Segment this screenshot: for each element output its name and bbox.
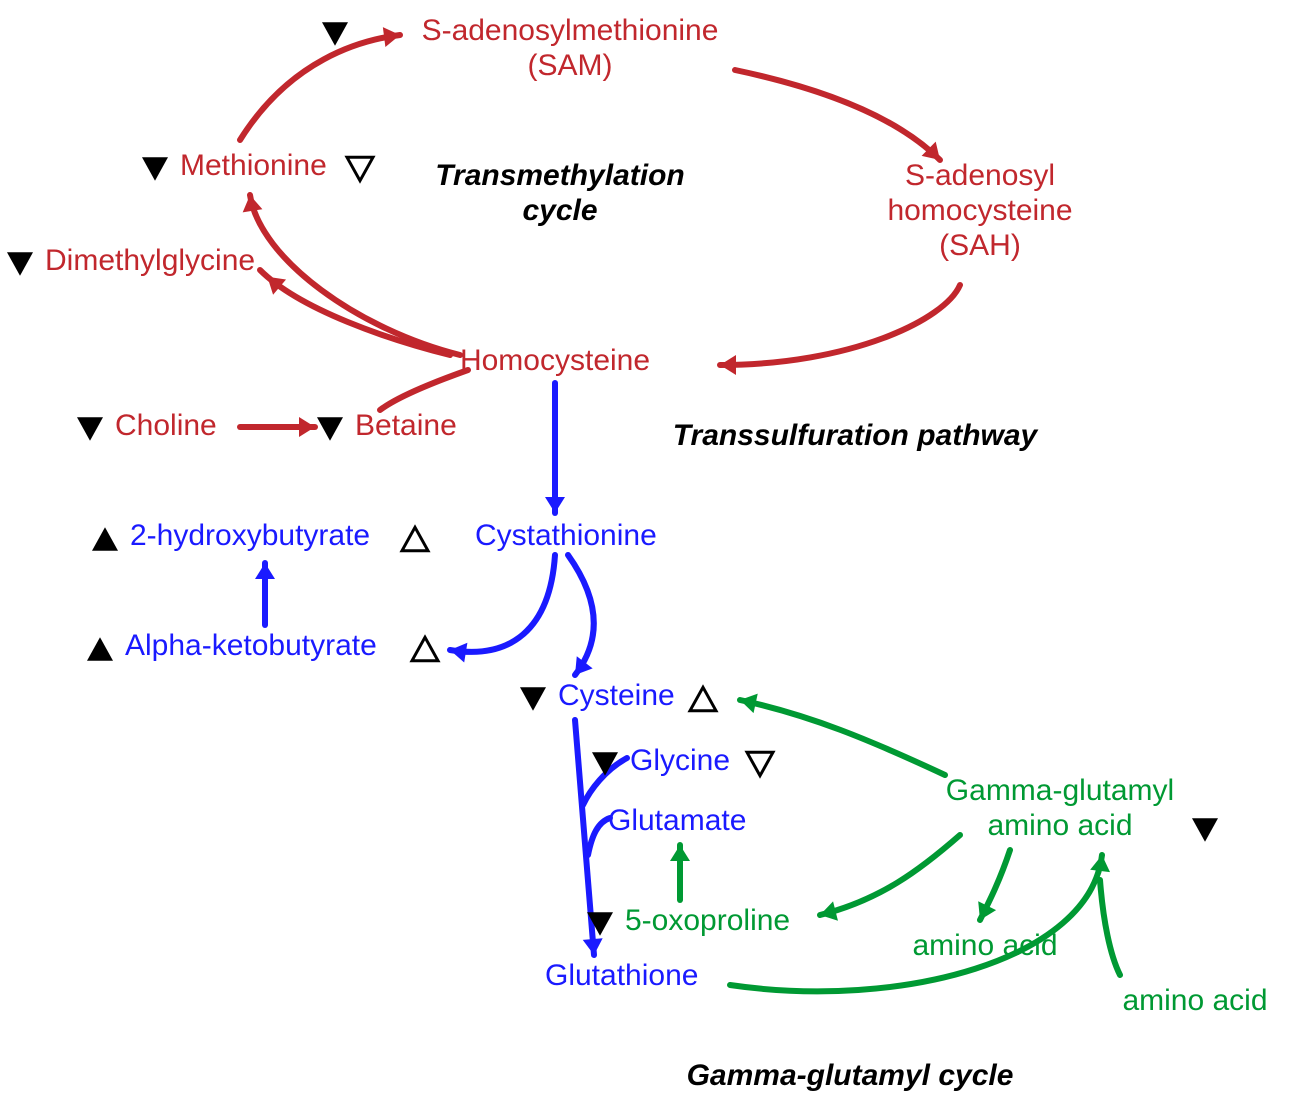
arrow-cyst-cys (568, 555, 594, 675)
pathway-label-transsulfuration: Transsulfuration pathway (673, 419, 1039, 452)
node-aa1: amino acid (912, 929, 1057, 962)
node-aa2: amino acid (1122, 984, 1267, 1017)
down-triangle-icon (1192, 818, 1218, 841)
pathway-label-transmethylation: Transmethylationcycle (435, 159, 685, 227)
node-methionine: Methionine (142, 149, 373, 182)
arrow-akb-hb (255, 563, 275, 625)
node-label: Cystathionine (475, 519, 657, 552)
node-label: 5-oxoproline (625, 904, 790, 937)
node-label: Cysteine (558, 679, 675, 712)
arrow-sam-sah (735, 70, 940, 160)
node-label: Choline (115, 409, 217, 442)
node-sam: S-adenosylmethionine(SAM) (322, 14, 718, 82)
node-label: Dimethylglycine (45, 244, 255, 277)
node-gg-aa: Gamma-glutamylamino acid (946, 774, 1218, 842)
down-triangle-icon (520, 687, 546, 710)
node-label: Glycine (630, 744, 730, 777)
arrow-aa2-join (1100, 880, 1120, 975)
arrow-ggaa-aa1 (978, 850, 1010, 920)
node-label: amino acid (912, 929, 1057, 962)
node-label: S-adenosylmethionine(SAM) (422, 14, 719, 82)
node-hb: 2-hydroxybutyrate (92, 519, 428, 552)
node-sah: S-adenosylhomocysteine(SAH) (887, 159, 1072, 262)
node-label: Homocysteine (460, 344, 650, 377)
down-triangle-icon (77, 417, 103, 440)
node-homocysteine: Homocysteine (460, 344, 650, 377)
arrow-oxo-glu (670, 845, 690, 900)
down-triangle-icon (142, 157, 168, 180)
up-triangle-icon (92, 527, 118, 550)
node-cystathionine: Cystathionine (475, 519, 657, 552)
arrow-glu-join (588, 818, 610, 855)
pathway-diagram: S-adenosylmethionine(SAM) S-adenosylhomoc… (0, 0, 1300, 1111)
arrow-met-sam (240, 27, 400, 140)
node-betaine: Betaine (317, 409, 457, 442)
node-label: 2-hydroxybutyrate (130, 519, 370, 552)
arrow-hcy-met-b (243, 195, 460, 355)
node-label: Methionine (180, 149, 327, 182)
down-triangle-icon (7, 252, 33, 275)
node-label: Alpha-ketobutyrate (125, 629, 377, 662)
node-label: amino acid (1122, 984, 1267, 1017)
arrow-hcy-cyst (545, 383, 565, 513)
node-akb: Alpha-ketobutyrate (87, 629, 438, 662)
node-cysteine: Cysteine (520, 679, 716, 712)
node-label: Glutathione (545, 959, 698, 992)
up-triangle-icon (402, 527, 428, 550)
pathway-label-gamma-glutamyl: Gamma-glutamyl cycle (687, 1059, 1014, 1092)
node-choline: Choline (77, 409, 217, 442)
node-dmg: Dimethylglycine (7, 244, 255, 277)
arrow-sah-hcy (720, 285, 960, 375)
arrow-ggaa-cys (740, 694, 945, 775)
node-label: Betaine (355, 409, 457, 442)
node-label: S-adenosylhomocysteine(SAH) (887, 159, 1072, 262)
arrow-ggaa-oxo (820, 835, 960, 921)
arrow-cyst-akb (450, 555, 555, 662)
up-triangle-icon (690, 687, 716, 710)
down-triangle-icon (347, 157, 373, 180)
down-triangle-icon (317, 417, 343, 440)
up-triangle-icon (87, 637, 113, 660)
node-glutathione: Glutathione (545, 959, 698, 992)
node-glutamate: Glutamate (608, 804, 746, 837)
node-label: Gamma-glutamylamino acid (946, 774, 1174, 842)
node-label: Glutamate (608, 804, 746, 837)
arrow-bet-hcy (380, 370, 468, 410)
up-triangle-icon (412, 637, 438, 660)
arrow-cho-bet (240, 417, 315, 437)
down-triangle-icon (747, 752, 773, 775)
node-oxoproline: 5-oxoproline (587, 904, 790, 937)
down-triangle-icon (322, 22, 348, 45)
